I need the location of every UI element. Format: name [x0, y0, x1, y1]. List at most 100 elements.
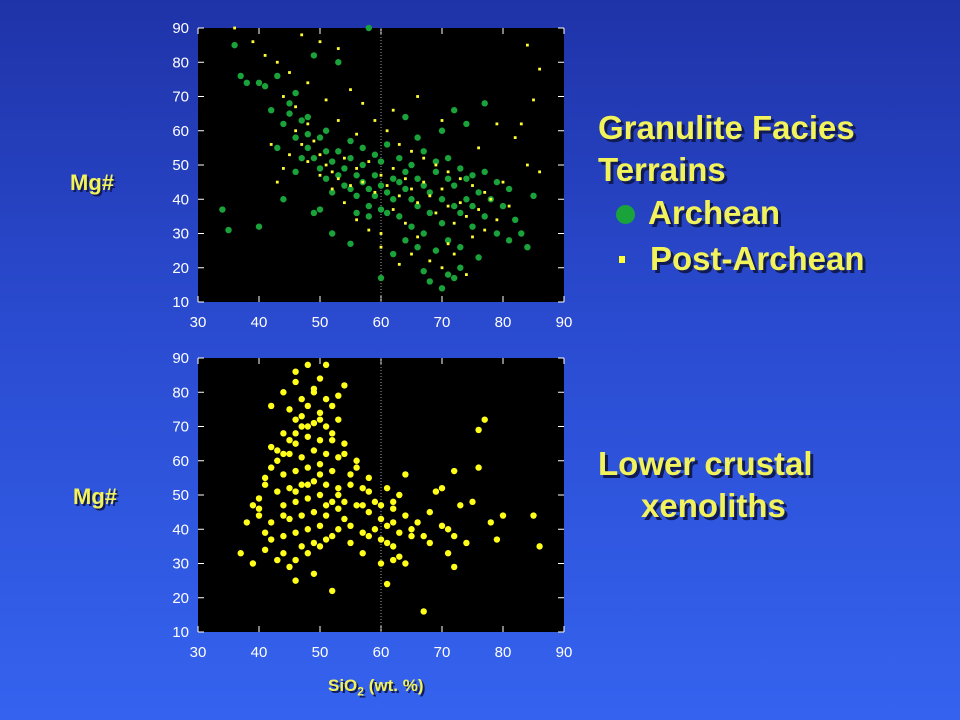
data-point: [336, 119, 340, 122]
data-point: [359, 550, 366, 557]
x-tick-label: 70: [434, 314, 451, 331]
data-point: [336, 47, 340, 50]
data-point: [396, 553, 403, 560]
data-point: [396, 178, 403, 186]
data-point: [280, 550, 287, 557]
data-point: [335, 505, 342, 512]
data-point: [292, 134, 299, 141]
data-point: [310, 508, 318, 516]
data-point: [432, 488, 440, 495]
data-point: [396, 213, 403, 220]
data-point: [499, 512, 507, 519]
data-point: [274, 488, 281, 495]
data-point: [371, 192, 379, 200]
y-tick-label: 20: [172, 590, 189, 607]
data-point: [444, 154, 452, 162]
data-point: [416, 235, 419, 239]
data-point: [288, 153, 291, 157]
data-point: [275, 180, 279, 184]
data-point: [237, 550, 244, 557]
data-point: [434, 163, 438, 167]
data-point: [440, 119, 444, 122]
data-point: [493, 536, 501, 543]
data-point: [310, 52, 318, 59]
data-point: [261, 481, 269, 488]
data-point: [274, 457, 281, 464]
data-point: [347, 185, 354, 193]
bottom-scatter-plot: 30 40 50 60 70 80 90 10 20 30 40 50 60 70 80 90: [172, 350, 572, 661]
data-point: [475, 254, 482, 261]
data-point: [347, 137, 354, 145]
data-point: [294, 129, 297, 133]
data-point: [410, 252, 413, 256]
data-point: [304, 130, 311, 138]
x-tick-label: 30: [190, 644, 207, 661]
data-point: [292, 440, 299, 447]
data-point: [304, 464, 311, 471]
data-point: [469, 202, 476, 210]
data-point: [316, 375, 324, 382]
y-tick-label: 50: [172, 487, 189, 504]
data-point: [298, 154, 305, 162]
data-point: [416, 201, 419, 205]
x-tick-label: 80: [495, 314, 512, 331]
series-archean: [219, 24, 537, 292]
legend-heading-line1: Granulite Facies: [598, 109, 855, 146]
data-point: [524, 244, 531, 251]
data-point: [318, 173, 322, 177]
data-point: [397, 143, 401, 146]
top-y-axis-label: Mg#: [70, 170, 114, 195]
data-point: [329, 430, 336, 437]
data-point: [414, 175, 421, 182]
x-tick-label: 60: [373, 644, 390, 661]
data-point: [416, 95, 419, 98]
data-point: [495, 218, 499, 222]
data-point: [390, 556, 397, 564]
y-tick-label: 40: [172, 191, 189, 208]
data-point: [414, 134, 421, 141]
data-point: [457, 502, 464, 509]
data-point: [298, 413, 305, 420]
data-point: [444, 526, 452, 533]
data-point: [268, 536, 275, 543]
data-point: [298, 423, 305, 430]
x-tick-label: 30: [190, 314, 207, 331]
data-point: [343, 201, 346, 205]
data-point: [402, 512, 409, 519]
data-point: [335, 491, 342, 499]
data-point: [318, 40, 322, 44]
data-point: [341, 515, 348, 523]
data-point: [385, 129, 389, 133]
data-point: [268, 464, 275, 471]
data-point: [318, 153, 322, 157]
data-point: [377, 536, 385, 543]
data-point: [251, 40, 255, 44]
data-point: [300, 33, 304, 37]
data-point: [458, 201, 462, 205]
data-point: [438, 285, 446, 292]
data-point: [371, 526, 379, 533]
data-point: [471, 235, 474, 239]
data-point: [402, 471, 409, 478]
data-point: [306, 81, 310, 85]
data-point: [292, 577, 299, 584]
data-point: [410, 187, 413, 191]
post-archean-marker-icon: [619, 256, 625, 263]
data-point: [469, 498, 476, 506]
data-point: [444, 271, 452, 278]
data-point: [255, 505, 263, 512]
data-point: [390, 196, 397, 203]
data-point: [249, 502, 257, 509]
data-point: [292, 498, 299, 506]
data-point: [402, 560, 409, 567]
data-point: [286, 437, 293, 444]
data-point: [475, 426, 482, 434]
data-point: [316, 409, 324, 416]
data-point: [373, 119, 377, 122]
data-point: [457, 209, 464, 217]
data-point: [335, 172, 342, 179]
data-point: [341, 165, 348, 172]
data-point: [434, 211, 438, 215]
y-tick-label: 50: [172, 157, 189, 174]
data-point: [335, 59, 342, 66]
